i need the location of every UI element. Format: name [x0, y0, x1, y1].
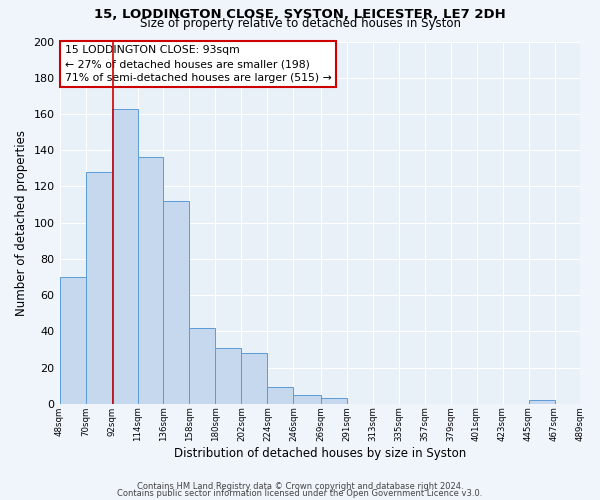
Text: Contains public sector information licensed under the Open Government Licence v3: Contains public sector information licen… [118, 489, 482, 498]
Bar [86, 172, 112, 404]
Text: Size of property relative to detached houses in Syston: Size of property relative to detached ho… [139, 18, 461, 30]
Bar [112, 108, 137, 404]
Bar [320, 398, 347, 404]
Bar [293, 394, 320, 404]
Bar [163, 201, 190, 404]
Bar [137, 158, 163, 404]
Text: 15 LODDINGTON CLOSE: 93sqm
← 27% of detached houses are smaller (198)
71% of sem: 15 LODDINGTON CLOSE: 93sqm ← 27% of deta… [65, 45, 332, 83]
Bar [241, 353, 268, 404]
X-axis label: Distribution of detached houses by size in Syston: Distribution of detached houses by size … [174, 447, 466, 460]
Text: 15, LODDINGTON CLOSE, SYSTON, LEICESTER, LE7 2DH: 15, LODDINGTON CLOSE, SYSTON, LEICESTER,… [94, 8, 506, 20]
Bar [268, 388, 293, 404]
Bar [215, 348, 241, 404]
Bar [59, 277, 86, 404]
Y-axis label: Number of detached properties: Number of detached properties [15, 130, 28, 316]
Bar [529, 400, 554, 404]
Text: Contains HM Land Registry data © Crown copyright and database right 2024.: Contains HM Land Registry data © Crown c… [137, 482, 463, 491]
Bar [190, 328, 215, 404]
